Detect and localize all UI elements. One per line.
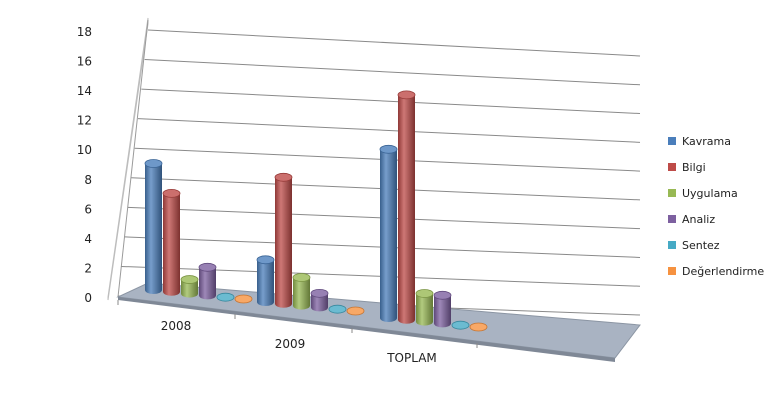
bar-top	[379, 144, 398, 154]
gridline	[141, 88, 641, 115]
legend-item-uygulama: Uygulama	[668, 180, 780, 206]
bar-kavrama	[257, 259, 274, 306]
legend: Kavrama Bilgi Uygulama Analiz Sentez Değ…	[668, 128, 780, 284]
bar-top	[433, 290, 452, 300]
bar-bilgi	[275, 177, 292, 308]
legend-item-sentez: Sentez	[668, 232, 780, 258]
x-tick-label: 2009	[275, 337, 306, 351]
y-tick-label: 2	[84, 261, 92, 275]
legend-swatch	[668, 189, 676, 197]
y-tick-label: 8	[84, 173, 92, 187]
legend-item-bilgi: Bilgi	[668, 154, 780, 180]
bar-uygulama	[293, 277, 310, 310]
bar-kavrama	[145, 163, 162, 294]
legend-swatch	[668, 215, 676, 223]
bar-top	[198, 262, 217, 272]
bar-analiz	[199, 267, 216, 300]
legend-item-kavrama: Kavrama	[668, 128, 780, 154]
bar-top	[328, 304, 347, 314]
bar-top	[415, 289, 434, 298]
legend-label: Analiz	[682, 212, 716, 226]
legend-label: Uygulama	[682, 186, 738, 200]
bar-uygulama	[181, 279, 198, 298]
legend-swatch	[668, 163, 676, 171]
gridline	[147, 29, 641, 57]
legend-label: Bilgi	[682, 160, 706, 174]
y-axis-line	[117, 19, 149, 298]
y-tick-label: 16	[77, 55, 92, 69]
legend-item-degerlendirme: Değerlendirme	[668, 258, 780, 284]
bar-top	[346, 306, 365, 316]
bar-bilgi	[398, 94, 415, 324]
legend-item-analiz: Analiz	[668, 206, 780, 232]
legend-label: Kavrama	[682, 134, 731, 148]
bar-top	[451, 320, 470, 330]
bar-top	[144, 159, 163, 168]
bar-top	[274, 172, 293, 182]
chart-side-wall	[107, 17, 149, 301]
y-tick-label: 14	[77, 84, 92, 98]
bar-top	[256, 255, 275, 265]
legend-swatch	[668, 137, 676, 145]
bar-top	[216, 292, 235, 302]
bar-analiz	[311, 293, 328, 312]
bar-top	[234, 294, 253, 304]
bar-top	[292, 273, 311, 282]
gridline	[144, 59, 641, 86]
legend-label: Değerlendirme	[682, 264, 765, 278]
bar-top	[162, 189, 181, 198]
y-tick-label: 10	[77, 143, 92, 157]
bar-uygulama	[416, 293, 433, 326]
gridline	[137, 118, 641, 143]
y-tick-label: 6	[84, 202, 92, 216]
legend-swatch	[668, 241, 676, 249]
bar-analiz	[434, 295, 451, 328]
x-tick-label: 2008	[161, 319, 192, 333]
bar-top	[469, 322, 488, 332]
bar-top	[310, 288, 329, 298]
y-tick-label: 4	[84, 232, 92, 246]
y-tick-label: 18	[77, 25, 92, 39]
x-tick-label: TOPLAM	[386, 351, 437, 365]
bar-bilgi	[163, 193, 180, 296]
chart-floor-edge	[118, 297, 615, 362]
bar-kavrama	[380, 149, 397, 322]
y-tick-label: 0	[84, 291, 92, 305]
legend-label: Sentez	[682, 238, 720, 252]
legend-swatch	[668, 267, 676, 275]
y-tick-label: 12	[77, 114, 92, 128]
bar-top	[397, 90, 416, 100]
bar-top	[180, 275, 199, 284]
